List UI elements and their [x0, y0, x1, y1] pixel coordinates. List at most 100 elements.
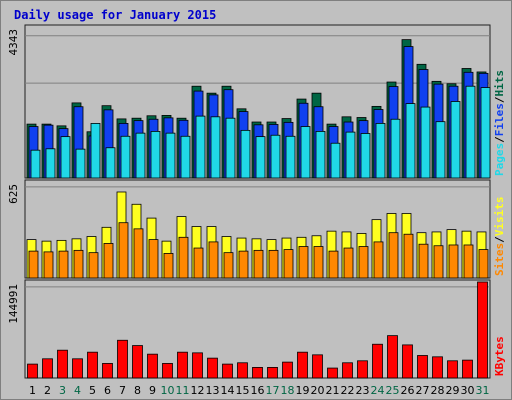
bar-kbytes [312, 354, 323, 379]
legend-visits-sites: Sites/Visits [493, 197, 506, 277]
bar-sites [118, 222, 129, 279]
bar-pages [405, 103, 416, 179]
bar-sites [148, 239, 159, 279]
bar-sites [328, 250, 339, 279]
panel-visits-sites: 625 [7, 179, 491, 279]
bar-pages [150, 131, 161, 179]
x-tick-label: 14 [221, 384, 235, 397]
bar-kbytes [87, 351, 98, 379]
bar-sites [58, 250, 69, 279]
y-max-label: 625 [7, 184, 20, 204]
bar-kbytes [342, 362, 353, 379]
bar-pages [450, 101, 461, 179]
bar-kbytes [327, 367, 338, 379]
x-tick-label: 11 [176, 384, 190, 397]
bar-pages [135, 132, 146, 179]
bar-pages [30, 149, 41, 179]
bar-kbytes [162, 363, 173, 379]
bar-sites [388, 232, 399, 279]
bar-pages [120, 135, 131, 179]
bar-kbytes [222, 363, 233, 379]
bar-pages [300, 126, 311, 179]
x-tick-label: 8 [134, 384, 141, 397]
bar-pages [315, 131, 326, 179]
bar-kbytes [297, 351, 308, 379]
bar-sites [358, 246, 369, 279]
bar-kbytes [57, 349, 68, 379]
bar-kbytes [132, 345, 143, 379]
bar-sites [268, 249, 279, 279]
bar-sites [448, 244, 459, 279]
bar-kbytes [477, 281, 488, 379]
x-tick-label: 2 [44, 384, 51, 397]
bar-kbytes [402, 344, 413, 379]
legend-pages-files-hits: Pages/Files/Hits [493, 70, 506, 176]
bar-pages [105, 147, 116, 179]
bar-kbytes [252, 367, 263, 379]
bar-kbytes [357, 360, 368, 379]
bar-pages [195, 115, 206, 179]
x-tick-label: 16 [251, 384, 265, 397]
bar-sites [28, 250, 39, 279]
x-tick-label: 24 [371, 384, 385, 397]
bar-sites [283, 249, 294, 279]
x-tick-label: 26 [401, 384, 415, 397]
bar-pages [180, 135, 191, 179]
bar-pages [375, 123, 386, 179]
bar-pages [75, 148, 86, 179]
bar-pages [255, 136, 266, 179]
x-tick-label: 9 [149, 384, 156, 397]
x-tick-label: 20 [311, 384, 325, 397]
bar-pages [345, 131, 356, 179]
bar-kbytes [117, 339, 128, 379]
legend-separator: / [493, 236, 506, 243]
bar-sites [178, 236, 189, 279]
bar-kbytes [282, 361, 293, 379]
x-tick-label: 23 [356, 384, 370, 397]
legend-entry: Sites [493, 243, 506, 276]
bar-kbytes [387, 335, 398, 379]
x-tick-label: 31 [476, 384, 490, 397]
bar-pages [465, 85, 476, 179]
legend-separator: / [493, 136, 506, 143]
x-tick-label: 15 [236, 384, 250, 397]
bar-sites [163, 253, 174, 279]
bar-kbytes [72, 358, 83, 379]
bar-pages [420, 106, 431, 179]
bar-pages [240, 129, 251, 179]
legend-entry: Hits [493, 70, 506, 97]
x-tick-label: 29 [446, 384, 460, 397]
bar-pages [165, 132, 176, 179]
bar-kbytes [447, 360, 458, 379]
panel-pages-files-hits: 4343 [7, 24, 491, 179]
bar-kbytes [192, 352, 203, 379]
bar-pages [480, 87, 491, 179]
x-tick-label: 1 [29, 384, 36, 397]
bar-sites [238, 250, 249, 279]
legend-entry: Files [493, 103, 506, 136]
x-tick-label: 3 [59, 384, 66, 397]
x-tick-label: 5 [89, 384, 96, 397]
bar-kbytes [27, 363, 38, 379]
bar-sites [88, 252, 99, 279]
x-tick-label: 27 [416, 384, 430, 397]
bar-kbytes [102, 363, 113, 379]
bar-sites [313, 246, 324, 279]
bar-kbytes [462, 359, 473, 379]
x-tick-label: 7 [119, 384, 126, 397]
legend-entry: Visits [493, 197, 506, 237]
bar-pages [285, 135, 296, 179]
bar-kbytes [372, 343, 383, 379]
bar-pages [225, 117, 236, 179]
bar-sites [43, 251, 54, 279]
bar-sites [403, 233, 414, 279]
bar-pages [210, 116, 221, 179]
panels-layer: 4343 625 144991 [7, 24, 491, 379]
bar-sites [478, 249, 489, 279]
x-tick-label: 21 [326, 384, 340, 397]
bar-sites [208, 241, 219, 279]
x-tick-label: 19 [296, 384, 310, 397]
bar-sites [133, 228, 144, 279]
